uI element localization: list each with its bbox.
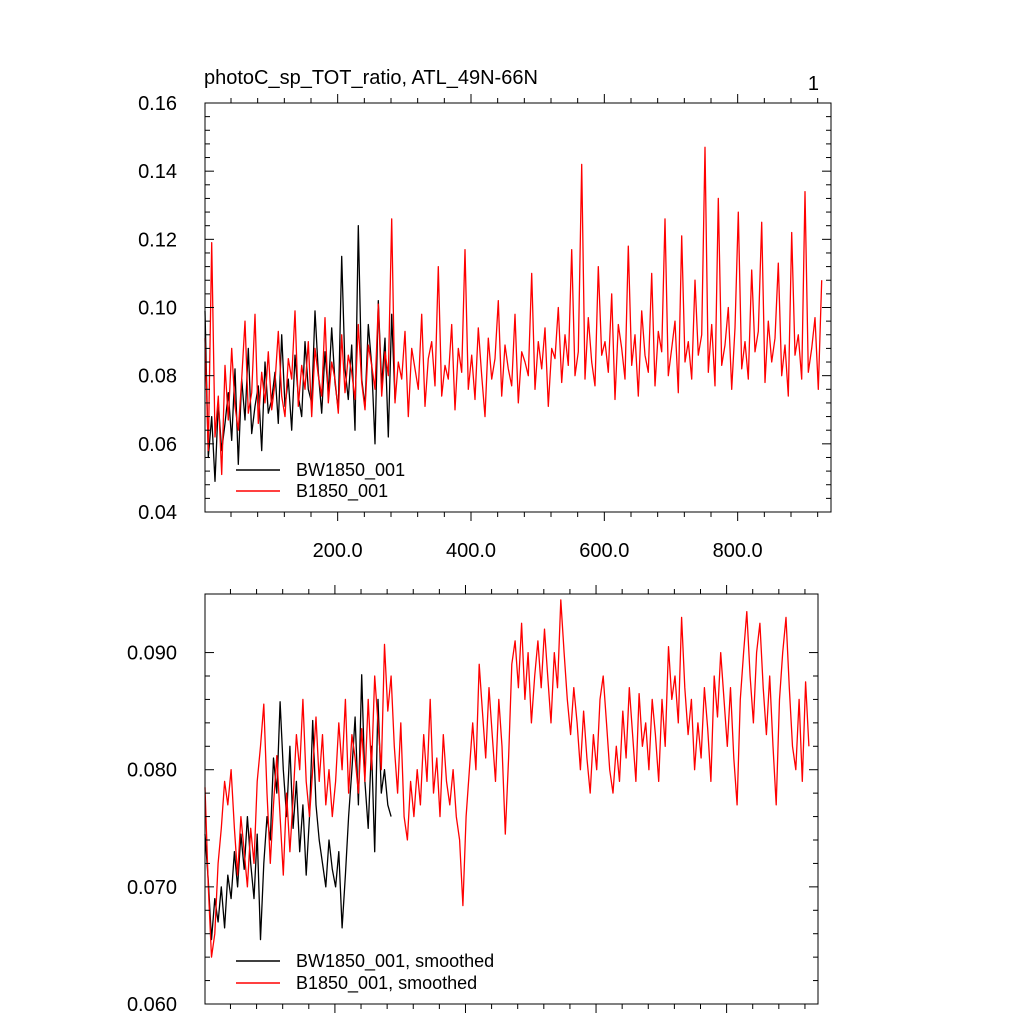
bottom-y-tick-label: 0.060: [127, 994, 177, 1016]
top-y-tick-label: 0.14: [138, 161, 177, 183]
legend-label-bw1850-smoothed: BW1850_001, smoothed: [296, 951, 494, 972]
top-x-tick-label: 200.0: [313, 540, 363, 562]
top-y-tick-label: 0.08: [138, 366, 177, 388]
top-panel: photoC_sp_TOT_ratio, ATL_49N-66N 1 0.040…: [138, 67, 832, 562]
top-y-tick-label: 0.16: [138, 93, 177, 115]
top-series-line-b1850: [204, 146, 823, 476]
bottom-y-tick-label: 0.070: [127, 877, 177, 899]
bottom-series-group: [204, 599, 810, 958]
top-y-tick-label: 0.06: [138, 434, 177, 456]
top-axis-ticks: [205, 94, 831, 521]
legend-label-b1850-smoothed: B1850_001, smoothed: [296, 973, 477, 994]
bottom-panel: 0.060 0.070 0.080 0.090 BW1850_001, smoothe…: [127, 585, 819, 1016]
top-x-tick-label: 800.0: [713, 540, 763, 562]
chart-title: photoC_sp_TOT_ratio, ATL_49N-66N: [204, 67, 538, 89]
legend-label-bw1850: BW1850_001: [296, 460, 405, 481]
top-x-tick-labels: 200.0 400.0 600.0 800.0: [313, 540, 763, 562]
top-y-tick-labels: 0.04 0.06 0.08 0.10 0.12 0.14 0.16: [138, 93, 177, 524]
top-x-tick-label: 600.0: [579, 540, 629, 562]
top-y-tick-label: 0.04: [138, 502, 177, 524]
top-x-tick-label: 400.0: [446, 540, 496, 562]
bottom-plot-frame: [204, 593, 819, 1005]
top-plot-frame: [204, 102, 832, 513]
bottom-y-tick-labels: 0.060 0.070 0.080 0.090: [127, 643, 177, 1016]
bottom-y-tick-label: 0.080: [127, 760, 177, 782]
bottom-series-line-b1850: [204, 599, 810, 958]
bottom-series-line-bw1850: [204, 674, 392, 941]
top-y-tick-label: 0.10: [138, 298, 177, 320]
bottom-legend: BW1850_001, smoothed B1850_001, smoothed: [236, 951, 494, 994]
bottom-axis-ticks: [205, 585, 818, 1013]
legend-label-b1850: B1850_001: [296, 481, 388, 502]
bottom-y-tick-label: 0.090: [127, 643, 177, 665]
top-legend: BW1850_001 B1850_001: [236, 460, 405, 502]
top-series-line-bw1850: [204, 225, 396, 482]
top-series-group: [204, 146, 823, 482]
panel-label: 1: [808, 73, 819, 95]
top-y-tick-label: 0.12: [138, 229, 177, 251]
